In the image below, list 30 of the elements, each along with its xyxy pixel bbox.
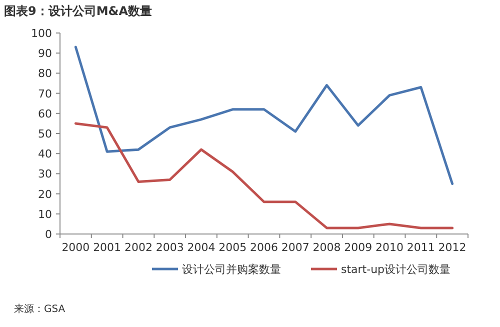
x-tick-label: 2004: [187, 241, 216, 254]
x-tick-label: 2007: [281, 241, 310, 254]
y-tick-label: 70: [38, 87, 52, 100]
y-tick-label: 20: [38, 188, 52, 201]
x-tick-label: 2003: [156, 241, 184, 254]
line-series: [74, 46, 454, 185]
y-tick-label: 40: [38, 148, 52, 161]
line-series: [74, 122, 454, 230]
x-tick-label: 2000: [62, 241, 90, 254]
chart-title: 图表9：设计公司M&A数量: [4, 4, 152, 18]
y-tick-label: 100: [31, 27, 52, 40]
x-tick-label: 2005: [218, 241, 247, 254]
y-tick-label: 30: [38, 168, 52, 181]
x-tick-label: 2002: [124, 241, 152, 254]
source-note: 来源：GSA: [14, 303, 66, 315]
y-tick-label: 50: [38, 128, 52, 140]
x-tick-label: 2010: [376, 241, 404, 254]
x-tick-label: 2008: [312, 241, 341, 254]
legend-label: start-up设计公司数量: [341, 263, 451, 276]
x-tick-label: 2011: [406, 241, 435, 254]
y-tick-label: 80: [38, 67, 52, 80]
x-tick-label: 2001: [93, 241, 122, 254]
legend-label: 设计公司并购案数量: [182, 263, 281, 276]
y-tick-label: 0: [45, 228, 52, 241]
x-tick-label: 2009: [344, 241, 372, 254]
x-tick-label: 2006: [250, 241, 278, 254]
x-tick-label: 2012: [438, 241, 466, 254]
y-tick-label: 60: [38, 107, 52, 120]
y-tick-label: 90: [38, 47, 52, 60]
y-tick-label: 10: [38, 208, 52, 221]
